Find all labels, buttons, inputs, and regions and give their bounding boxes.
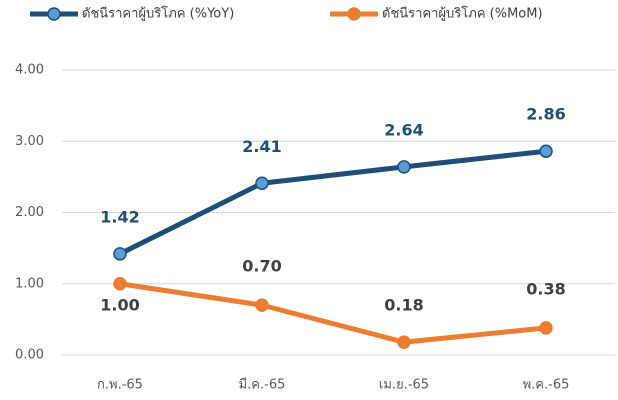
data-label: 1.42 — [100, 207, 139, 226]
series-line — [119, 281, 547, 345]
data-label: 2.86 — [526, 105, 565, 124]
data-label: 2.64 — [384, 120, 423, 139]
series-line — [118, 148, 547, 257]
legend-label: ดัชนีราคาผู้บริโภค (%YoY) — [82, 6, 234, 22]
y-tick-label: 0.00 — [15, 348, 44, 363]
marker — [397, 335, 411, 349]
marker — [255, 298, 269, 312]
x-tick-label: เม.ย.-65 — [379, 378, 429, 393]
y-tick-label: 2.00 — [15, 205, 44, 220]
marker — [397, 160, 411, 174]
y-tick-label: 3.00 — [15, 134, 44, 149]
marker — [113, 277, 127, 291]
y-tick-label: 4.00 — [15, 63, 44, 78]
data-label: 0.18 — [384, 296, 423, 315]
x-tick-label: ก.พ.-65 — [97, 378, 143, 393]
data-label: 2.41 — [242, 137, 281, 156]
legend-label: ดัชนีราคาผู้บริโภค (%MoM) — [382, 6, 543, 22]
data-label: 0.38 — [526, 279, 565, 298]
y-tick-label: 1.00 — [15, 276, 44, 291]
x-tick-label: มี.ค.-65 — [239, 377, 286, 393]
data-label: 0.70 — [242, 257, 281, 276]
x-tick-label: พ.ค.-65 — [523, 378, 570, 393]
marker — [255, 176, 269, 191]
legend-marker — [47, 7, 61, 21]
marker — [539, 144, 553, 158]
marker — [539, 321, 553, 335]
marker — [113, 247, 127, 261]
data-label: 1.00 — [100, 295, 139, 314]
legend-marker — [347, 7, 361, 21]
